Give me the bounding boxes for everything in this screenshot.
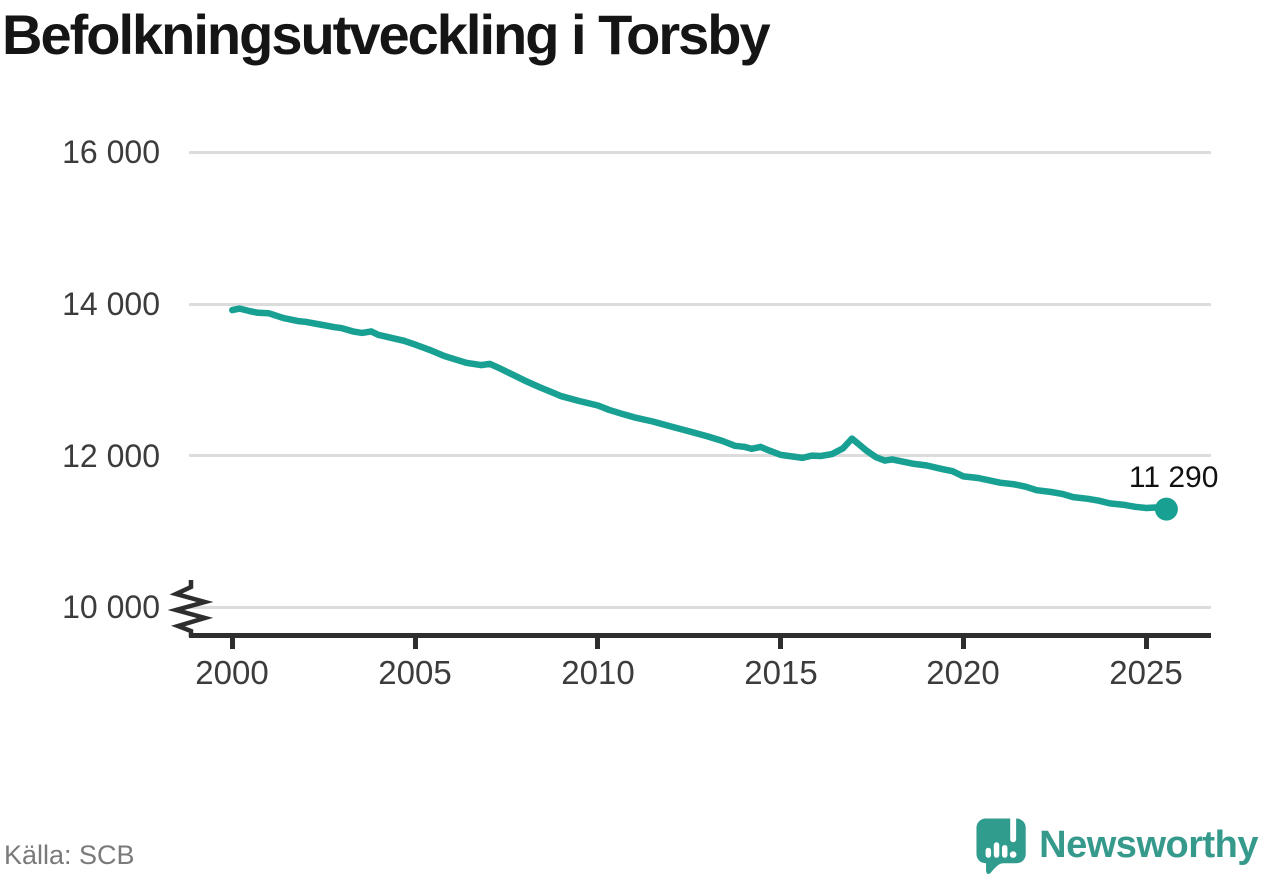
x-axis-tick (413, 638, 418, 649)
exclamation-dot (1010, 851, 1017, 858)
bar-3 (1002, 845, 1008, 858)
x-axis-label: 2015 (744, 654, 818, 691)
newsworthy-logo-icon (976, 814, 1026, 874)
x-axis-label: 2025 (1109, 654, 1183, 691)
y-axis-label: 10 000 (62, 589, 160, 625)
x-axis-label: 2000 (195, 654, 269, 691)
end-value-label: 11 290 (1128, 461, 1219, 495)
x-axis-tick (1144, 638, 1149, 649)
newsworthy-logo: Newsworthy (975, 814, 1258, 876)
population-series-line (229, 305, 1170, 513)
y-axis-label: 14 000 (62, 286, 160, 322)
x-axis-tick (595, 638, 600, 649)
speech-bubble-shape (976, 818, 1026, 874)
source-label: Källa: SCB (4, 840, 135, 870)
y-axis-label: 12 000 (62, 438, 160, 474)
exclamation-bar (1010, 814, 1017, 843)
bar-2 (993, 842, 1000, 858)
gridline-10000 (189, 606, 1211, 609)
x-axis-line (189, 633, 1211, 638)
x-axis-tick (961, 638, 966, 649)
gridline-16000 (189, 151, 1211, 154)
newsworthy-logo-text: Newsworthy (1039, 824, 1258, 866)
x-axis-label: 2005 (378, 654, 452, 691)
x-axis-tick (778, 638, 783, 649)
series-end-dot (1154, 497, 1178, 521)
gridline-12000 (189, 454, 1211, 457)
x-axis-label: 2010 (561, 654, 635, 691)
x-axis-tick (230, 638, 235, 649)
y-axis-label: 16 000 (62, 134, 160, 170)
gridline-14000 (189, 303, 1211, 306)
chart-title: Befolkningsutveckling i Torsby (2, 3, 771, 66)
bar-1 (985, 847, 992, 858)
x-axis-label: 2020 (926, 654, 1000, 691)
